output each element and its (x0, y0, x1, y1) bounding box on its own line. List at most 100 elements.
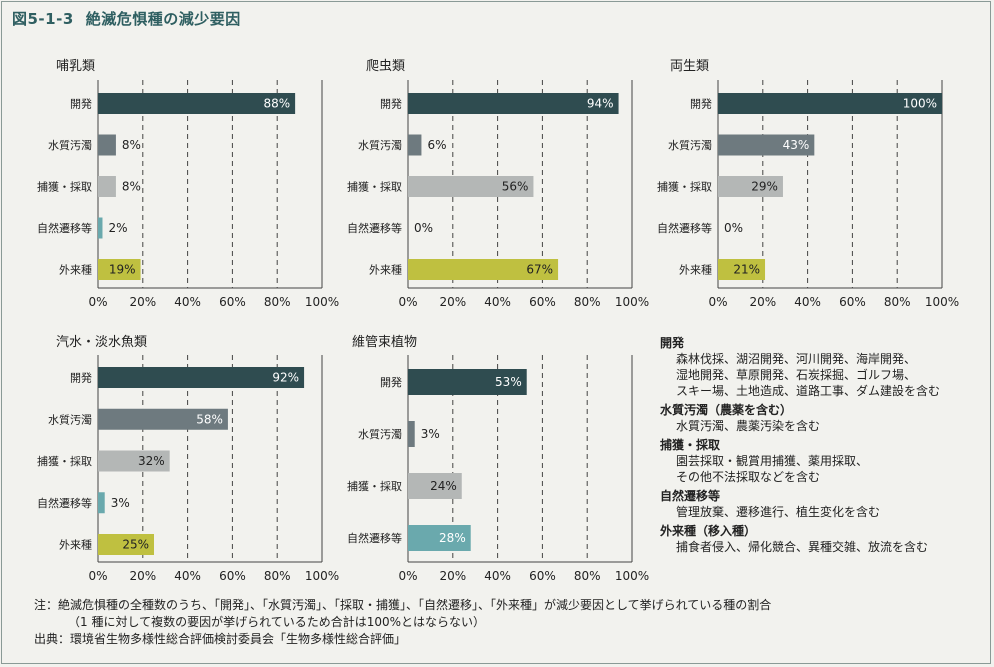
legend-heading: 捕獲・採取 (660, 438, 721, 452)
chart-2: 爬虫類 0% 20% 40% 60% 80% 100% 開発 94% 水質汚濁 6% 捕獲・採取 56%… (347, 59, 649, 309)
x-tick-label: 100% (305, 569, 339, 583)
bar (98, 259, 141, 280)
x-tick-label: 20% (749, 295, 776, 309)
x-tick-label: 100% (615, 295, 649, 309)
data-label: 67% (526, 263, 553, 277)
bar (718, 93, 942, 114)
x-tick-label: 100% (615, 569, 649, 583)
chart-3: 両生類 0% 20% 40% 60% 80% 100% 開発 100% 水質汚濁 43% 捕獲・採取 2… (657, 59, 959, 309)
x-tick-label: 0% (398, 569, 417, 583)
data-label: 8% (122, 180, 141, 194)
data-label: 0% (414, 221, 433, 235)
data-label: 28% (439, 531, 466, 545)
chart-4: 汽水・淡水魚類 0% 20% 40% 60% 80% 100% 開発 92% 水質汚濁 58% 捕獲・… (37, 335, 339, 583)
category-label: 外来種 (59, 538, 92, 552)
x-tick-label: 20% (129, 569, 156, 583)
category-label: 捕獲・採取 (347, 180, 402, 194)
data-label: 6% (427, 138, 446, 152)
x-tick-label: 80% (264, 295, 291, 309)
legend-description: 水質汚濁、農薬汚染を含む (676, 419, 821, 433)
category-label: 水質汚濁 (48, 412, 92, 426)
legend-panel: 開発森林伐採、湖沼開発、河川開発、海岸開発、 湿地開発、草原開発、石炭採掘、ゴルフ… (660, 332, 980, 555)
category-label: 自然遷移等 (347, 221, 402, 235)
legend-heading: 開発 (660, 336, 685, 350)
chart-title: 汽水・淡水魚類 (56, 335, 147, 350)
data-label: 100% (903, 97, 937, 111)
data-label: 53% (495, 375, 522, 389)
x-tick-label: 40% (794, 295, 821, 309)
legend-heading: 外来種（移入種） (660, 524, 757, 538)
x-tick-label: 60% (839, 295, 866, 309)
legend-heading: 自然遷移等 (660, 489, 721, 503)
x-tick-label: 80% (574, 569, 601, 583)
notes: 注：絶滅危惧種の全種数のうち、「開発」、「水質汚濁」、「採取・捕獲」、「自然遷移… (34, 597, 771, 648)
data-label: 24% (430, 479, 457, 493)
x-tick-label: 20% (439, 569, 466, 583)
category-label: 開発 (380, 97, 402, 111)
legend-description: 湿地開発、草原開発、石炭採掘、ゴルフ場、 (676, 368, 917, 382)
bar (98, 367, 305, 388)
x-tick-label: 60% (529, 569, 556, 583)
category-label: 自然遷移等 (347, 531, 402, 545)
bar (98, 134, 116, 156)
data-label: 58% (196, 412, 223, 426)
category-label: 自然遷移等 (37, 496, 92, 510)
chart-title: 爬虫類 (366, 59, 405, 74)
x-tick-label: 20% (129, 295, 156, 309)
data-label: 94% (587, 97, 614, 111)
note-line-1: 注：絶滅危惧種の全種数のうち、「開発」、「水質汚濁」、「採取・捕獲」、「自然遷移… (34, 598, 772, 612)
x-tick-label: 40% (174, 295, 201, 309)
bar (408, 259, 559, 280)
bar (98, 217, 103, 239)
category-label: 水質汚濁 (358, 138, 402, 152)
data-label: 19% (109, 263, 136, 277)
chart-title: 哺乳類 (56, 59, 95, 74)
x-tick-label: 80% (264, 569, 291, 583)
figure-title: 図5-1-3 絶滅危惧種の減少要因 (12, 8, 241, 29)
category-label: 自然遷移等 (657, 221, 712, 235)
bar (408, 134, 422, 156)
category-label: 水質汚濁 (668, 138, 712, 152)
category-label: 水質汚濁 (358, 427, 402, 441)
category-label: 捕獲・採取 (657, 180, 712, 194)
x-tick-label: 60% (219, 569, 246, 583)
data-label: 88% (263, 97, 290, 111)
bar (98, 93, 296, 114)
chart-title: 両生類 (670, 59, 709, 74)
bar (408, 421, 415, 447)
note-line-2: （1 種に対して複数の要因が挙げられているため合計は100%とはならない） (68, 615, 486, 629)
legend-heading: 水質汚濁（農薬を含む） (660, 403, 793, 417)
bar (408, 176, 534, 197)
legend-description: 森林伐採、湖沼開発、河川開発、海岸開発、 (676, 352, 917, 366)
bar (408, 93, 619, 114)
data-label: 43% (783, 138, 810, 152)
chart-title: 維管束植物 (352, 335, 417, 350)
data-label: 8% (122, 138, 141, 152)
legend-description: スキー場、土地造成、道路工事、ダム建設を含む (676, 384, 941, 398)
category-label: 外来種 (59, 263, 92, 277)
category-label: 外来種 (679, 263, 712, 277)
data-label: 29% (751, 180, 778, 194)
legend-description: 園芸採取・観賞用捕獲、薬用採取、 (676, 454, 869, 468)
data-label: 3% (421, 427, 440, 441)
x-tick-label: 80% (884, 295, 911, 309)
data-label: 32% (138, 454, 165, 468)
bar (98, 492, 105, 514)
category-label: 捕獲・採取 (347, 479, 402, 493)
category-label: 開発 (380, 375, 402, 389)
x-tick-label: 0% (398, 295, 417, 309)
category-label: 開発 (690, 97, 712, 111)
bar (98, 176, 116, 197)
x-tick-label: 40% (484, 569, 511, 583)
bar (718, 134, 815, 156)
figure-title-text: 絶滅危惧種の減少要因 (85, 10, 241, 28)
x-tick-label: 100% (305, 295, 339, 309)
source-line: 出典：環境省生物多様性総合評価検討委員会「生物多様性総合評価」 (34, 632, 407, 646)
bar (718, 259, 766, 280)
category-label: 開発 (70, 97, 92, 111)
data-label: 21% (733, 263, 760, 277)
chart-5: 維管束植物 0% 20% 40% 60% 80% 100% 開発 53% 水質汚濁 3% 捕獲・採取 2… (347, 335, 649, 583)
data-label: 3% (111, 496, 130, 510)
bar (98, 450, 170, 472)
